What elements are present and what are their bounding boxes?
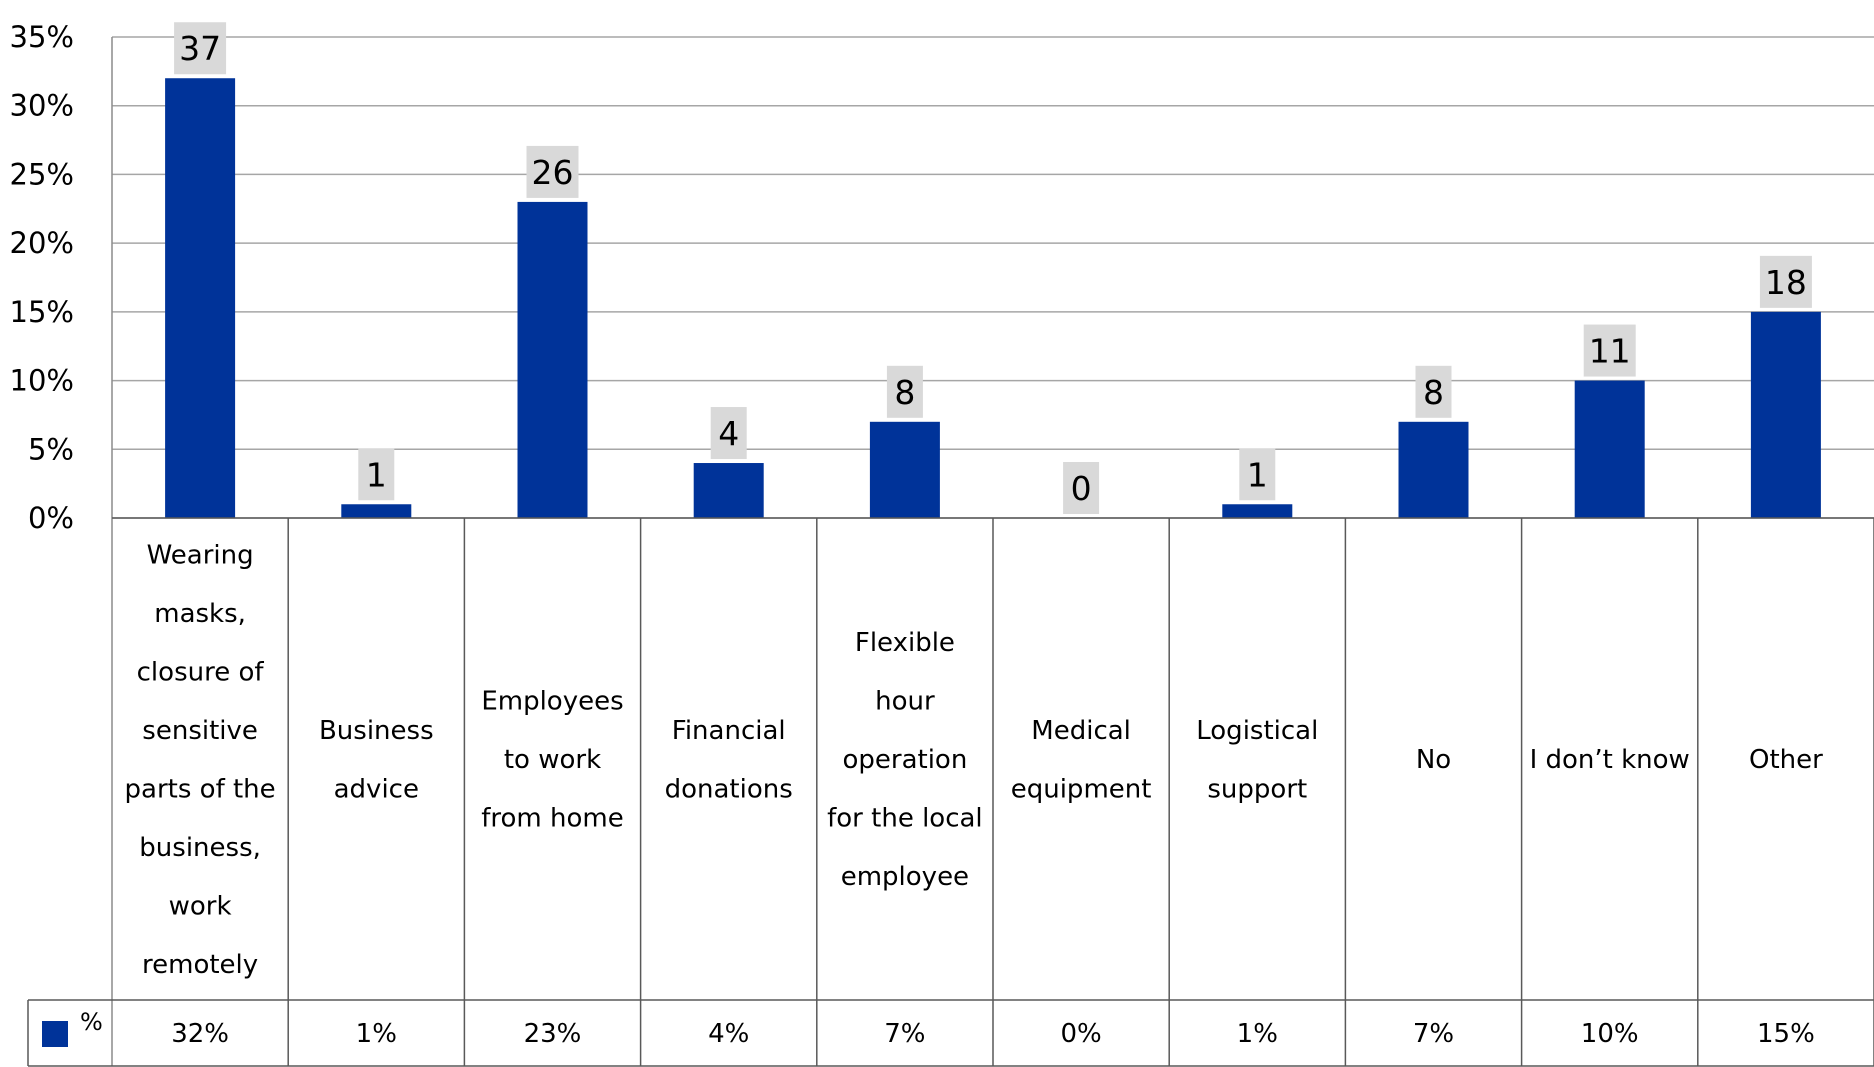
y-tick-label: 35% — [10, 20, 74, 54]
table-value: 4% — [708, 1019, 749, 1049]
legend-swatch — [42, 1021, 68, 1047]
table-value: 7% — [884, 1019, 925, 1049]
x-category-label: I don’t know — [1530, 745, 1690, 775]
table-value: 15% — [1757, 1019, 1815, 1049]
bar — [1574, 380, 1645, 518]
table-value: 0% — [1060, 1019, 1101, 1049]
data-label-box — [710, 407, 747, 460]
data-label: 26 — [532, 153, 574, 192]
data-label: 1 — [366, 455, 387, 494]
data-label-box — [1239, 448, 1276, 501]
data-label-box — [1415, 365, 1452, 418]
x-category-label: Wearing masks, closure of sensitive parts of… — [125, 540, 276, 980]
bar — [341, 504, 412, 518]
bar — [869, 421, 940, 518]
data-label-box — [1759, 255, 1812, 308]
y-tick-label: 15% — [10, 295, 74, 329]
data-label-box — [1583, 324, 1636, 377]
x-category-label: Flexible hour operation for the local employ… — [827, 628, 983, 892]
x-category-label: Financial donations — [665, 716, 793, 805]
bar — [517, 201, 588, 518]
data-label-box — [174, 22, 227, 75]
table-value: 32% — [171, 1019, 229, 1049]
legend-label: % — [80, 1008, 103, 1036]
data-label: 37 — [179, 29, 221, 68]
x-category-label: Medical equipment — [1011, 716, 1152, 805]
data-table: Wearing masks, closure of sensitive parts of… — [27, 517, 1874, 1067]
bar — [1750, 311, 1821, 518]
table-value: 10% — [1581, 1019, 1639, 1049]
x-category-label: No — [1416, 745, 1451, 775]
bar — [693, 463, 764, 518]
y-tick-label: 5% — [28, 432, 74, 466]
x-category-label: Other — [1749, 745, 1823, 775]
data-label: 1 — [1247, 455, 1268, 494]
table-value: 23% — [524, 1019, 582, 1049]
data-label: 4 — [718, 414, 739, 453]
data-label-box — [526, 145, 579, 198]
x-category-label: Employees to work from home — [481, 687, 623, 834]
table-value: 7% — [1413, 1019, 1454, 1049]
data-label: 11 — [1589, 332, 1631, 371]
bars — [165, 78, 1821, 518]
data-label: 18 — [1765, 263, 1807, 302]
x-category-label: Business advice — [319, 716, 434, 805]
gridlines — [111, 36, 1874, 1066]
data-label-box — [886, 365, 923, 418]
bar — [1222, 504, 1293, 518]
bar — [1398, 421, 1469, 518]
x-category-label: Logistical support — [1196, 716, 1318, 805]
data-label: 0 — [1071, 469, 1092, 508]
y-tick-label: 25% — [10, 157, 74, 191]
bar — [165, 78, 236, 518]
table-value: 1% — [356, 1019, 397, 1049]
y-tick-label: 30% — [10, 89, 74, 123]
y-tick-label: 20% — [10, 226, 74, 260]
data-label: 8 — [894, 373, 915, 412]
data-label: 8 — [1423, 373, 1444, 412]
y-tick-label: 0% — [28, 501, 74, 535]
table-value: 1% — [1237, 1019, 1278, 1049]
data-label-box — [358, 448, 395, 501]
data-label-box — [1063, 462, 1100, 514]
y-axis-tick-labels: 0% 5% 10% 15% 20% 25% 30% 35% — [10, 20, 74, 535]
y-tick-label: 10% — [10, 364, 74, 398]
